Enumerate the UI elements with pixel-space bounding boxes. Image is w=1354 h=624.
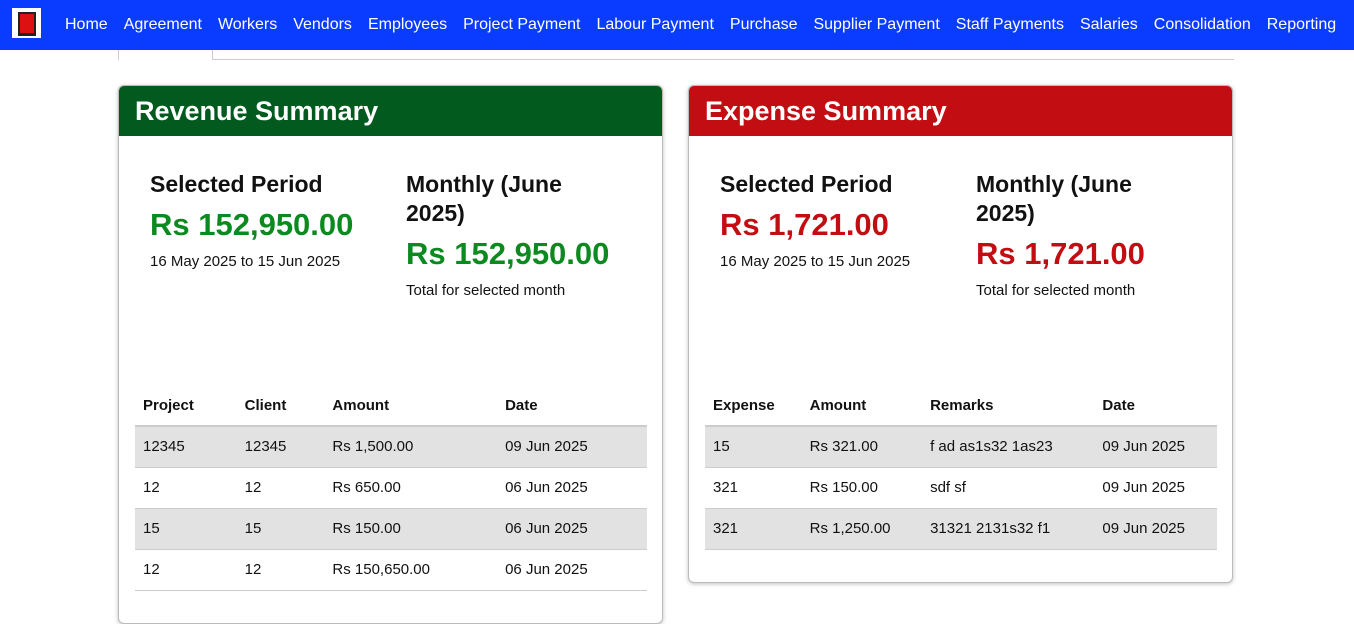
selected-period: Selected Period Rs 152,950.00 16 May 202… [150,170,406,386]
table-header: Expense Amount Remarks Date [705,386,1217,427]
table-cell: 321 [705,508,802,550]
nav-workers[interactable]: Workers [217,16,278,33]
revenue-summary-card: Revenue Summary Selected Period Rs 152,9… [118,85,663,624]
revenue-title: Revenue Summary [119,86,662,136]
table-cell: f ad as1s32 1as23 [922,426,1095,468]
nav-reporting[interactable]: Reporting [1266,16,1337,33]
table-cell: 06 Jun 2025 [497,549,647,591]
nav-home[interactable]: Home [65,16,108,33]
table-cell: 321 [705,467,802,509]
monthly-total-label: Monthly (June 2025) [976,171,1132,226]
selected-period-label: Selected Period [720,171,893,197]
table-cell: Rs 150.00 [324,508,498,550]
table-row: 12 12 Rs 150,650.00 06 Jun 2025 [135,549,647,591]
table-cell: 15 [236,508,325,550]
nav-staff-payments[interactable]: Staff Payments [955,16,1064,33]
table-cell: Rs 321.00 [801,426,923,468]
table-cell: 09 Jun 2025 [1094,426,1217,468]
selected-period: Selected Period Rs 1,721.00 16 May 2025 … [720,170,976,386]
column-header: Remarks [922,386,1095,427]
table-cell: Rs 150,650.00 [324,549,498,591]
monthly-total: Monthly (June 2025) Rs 152,950.00 Total … [406,170,662,386]
table-cell: Rs 1,250.00 [801,508,923,550]
column-header: Date [1094,386,1217,427]
tab-border [118,50,119,60]
selected-period-label: Selected Period [150,171,323,197]
selected-period-subtext: 16 May 2025 to 15 Jun 2025 [150,253,341,270]
table-cell: 12345 [236,426,325,468]
nav-vendors[interactable]: Vendors [293,16,352,33]
navbar: Home Agreement Workers Vendors Employees Proj… [0,0,1354,50]
table-row: 15 15 Rs 150.00 06 Jun 2025 [135,508,647,550]
monthly-total-label: Monthly (June 2025) [406,171,562,226]
expense-table: Expense Amount Remarks Date 15 Rs 321.00 f ad … [705,386,1217,550]
table-cell: 12345 [135,426,237,468]
table-cell: 09 Jun 2025 [497,426,647,468]
table-cell: 15 [135,508,237,550]
table-cell: 12 [236,549,325,591]
column-header: Amount [801,386,923,427]
table-cell: 09 Jun 2025 [1094,467,1217,509]
expense-title: Expense Summary [689,86,1232,136]
column-header: Amount [324,386,498,427]
table-cell: 12 [135,467,237,509]
table-cell: 12 [236,467,325,509]
expense-summary-card: Expense Summary Selected Period Rs 1,721… [688,85,1233,583]
table-cell: 31321 2131s32 f1 [922,508,1095,550]
nav-menu: Home Agreement Workers Vendors Employees Proj… [57,0,1344,50]
nav-agreement[interactable]: Agreement [123,16,202,33]
nav-consolidation[interactable]: Consolidation [1153,16,1251,33]
table-cell: sdf sf [922,467,1095,509]
table-row: 12 12 Rs 650.00 06 Jun 2025 [135,467,647,509]
tab-border [212,50,213,60]
monthly-total-amount: Rs 1,721.00 [976,236,1145,271]
table-cell: 06 Jun 2025 [497,508,647,550]
selected-period-amount: Rs 1,721.00 [720,207,889,242]
nav-salaries[interactable]: Salaries [1079,16,1138,33]
column-header: Date [497,386,647,427]
table-cell: 06 Jun 2025 [497,467,647,509]
table-row: 15 Rs 321.00 f ad as1s32 1as23 09 Jun 2025 [705,426,1217,468]
table-cell: Rs 1,500.00 [324,426,498,468]
table-cell: 15 [705,426,802,468]
column-header: Expense [705,386,802,427]
table-cell: Rs 150.00 [801,467,923,509]
nav-project-payment[interactable]: Project Payment [463,16,581,33]
monthly-total-amount: Rs 152,950.00 [406,236,610,271]
table-row: 12345 12345 Rs 1,500.00 09 Jun 2025 [135,426,647,468]
table-row: 321 Rs 1,250.00 31321 2131s32 f1 09 Jun 202… [705,508,1217,550]
monthly-total: Monthly (June 2025) Rs 1,721.00 Total fo… [976,170,1232,386]
table-cell: 12 [135,549,237,591]
nav-purchase[interactable]: Purchase [729,16,798,33]
nav-labour-payment[interactable]: Labour Payment [596,16,714,33]
revenue-table: Project Client Amount Date 12345 12345 Rs 1,50… [135,386,647,591]
column-header: Project [135,386,237,427]
nav-supplier-payment[interactable]: Supplier Payment [813,16,940,33]
table-cell: 09 Jun 2025 [1094,508,1217,550]
column-header: Client [236,386,325,427]
monthly-total-subtext: Total for selected month [976,282,1136,299]
table-row: 321 Rs 150.00 sdf sf 09 Jun 2025 [705,467,1217,509]
table-cell: Rs 650.00 [324,467,498,509]
nav-employees[interactable]: Employees [367,16,448,33]
company-logo[interactable] [12,8,41,38]
selected-period-subtext: 16 May 2025 to 15 Jun 2025 [720,253,911,270]
table-header: Project Client Amount Date [135,386,647,427]
selected-period-amount: Rs 152,950.00 [150,207,354,242]
monthly-total-subtext: Total for selected month [406,282,566,299]
tab-border [212,59,1234,60]
